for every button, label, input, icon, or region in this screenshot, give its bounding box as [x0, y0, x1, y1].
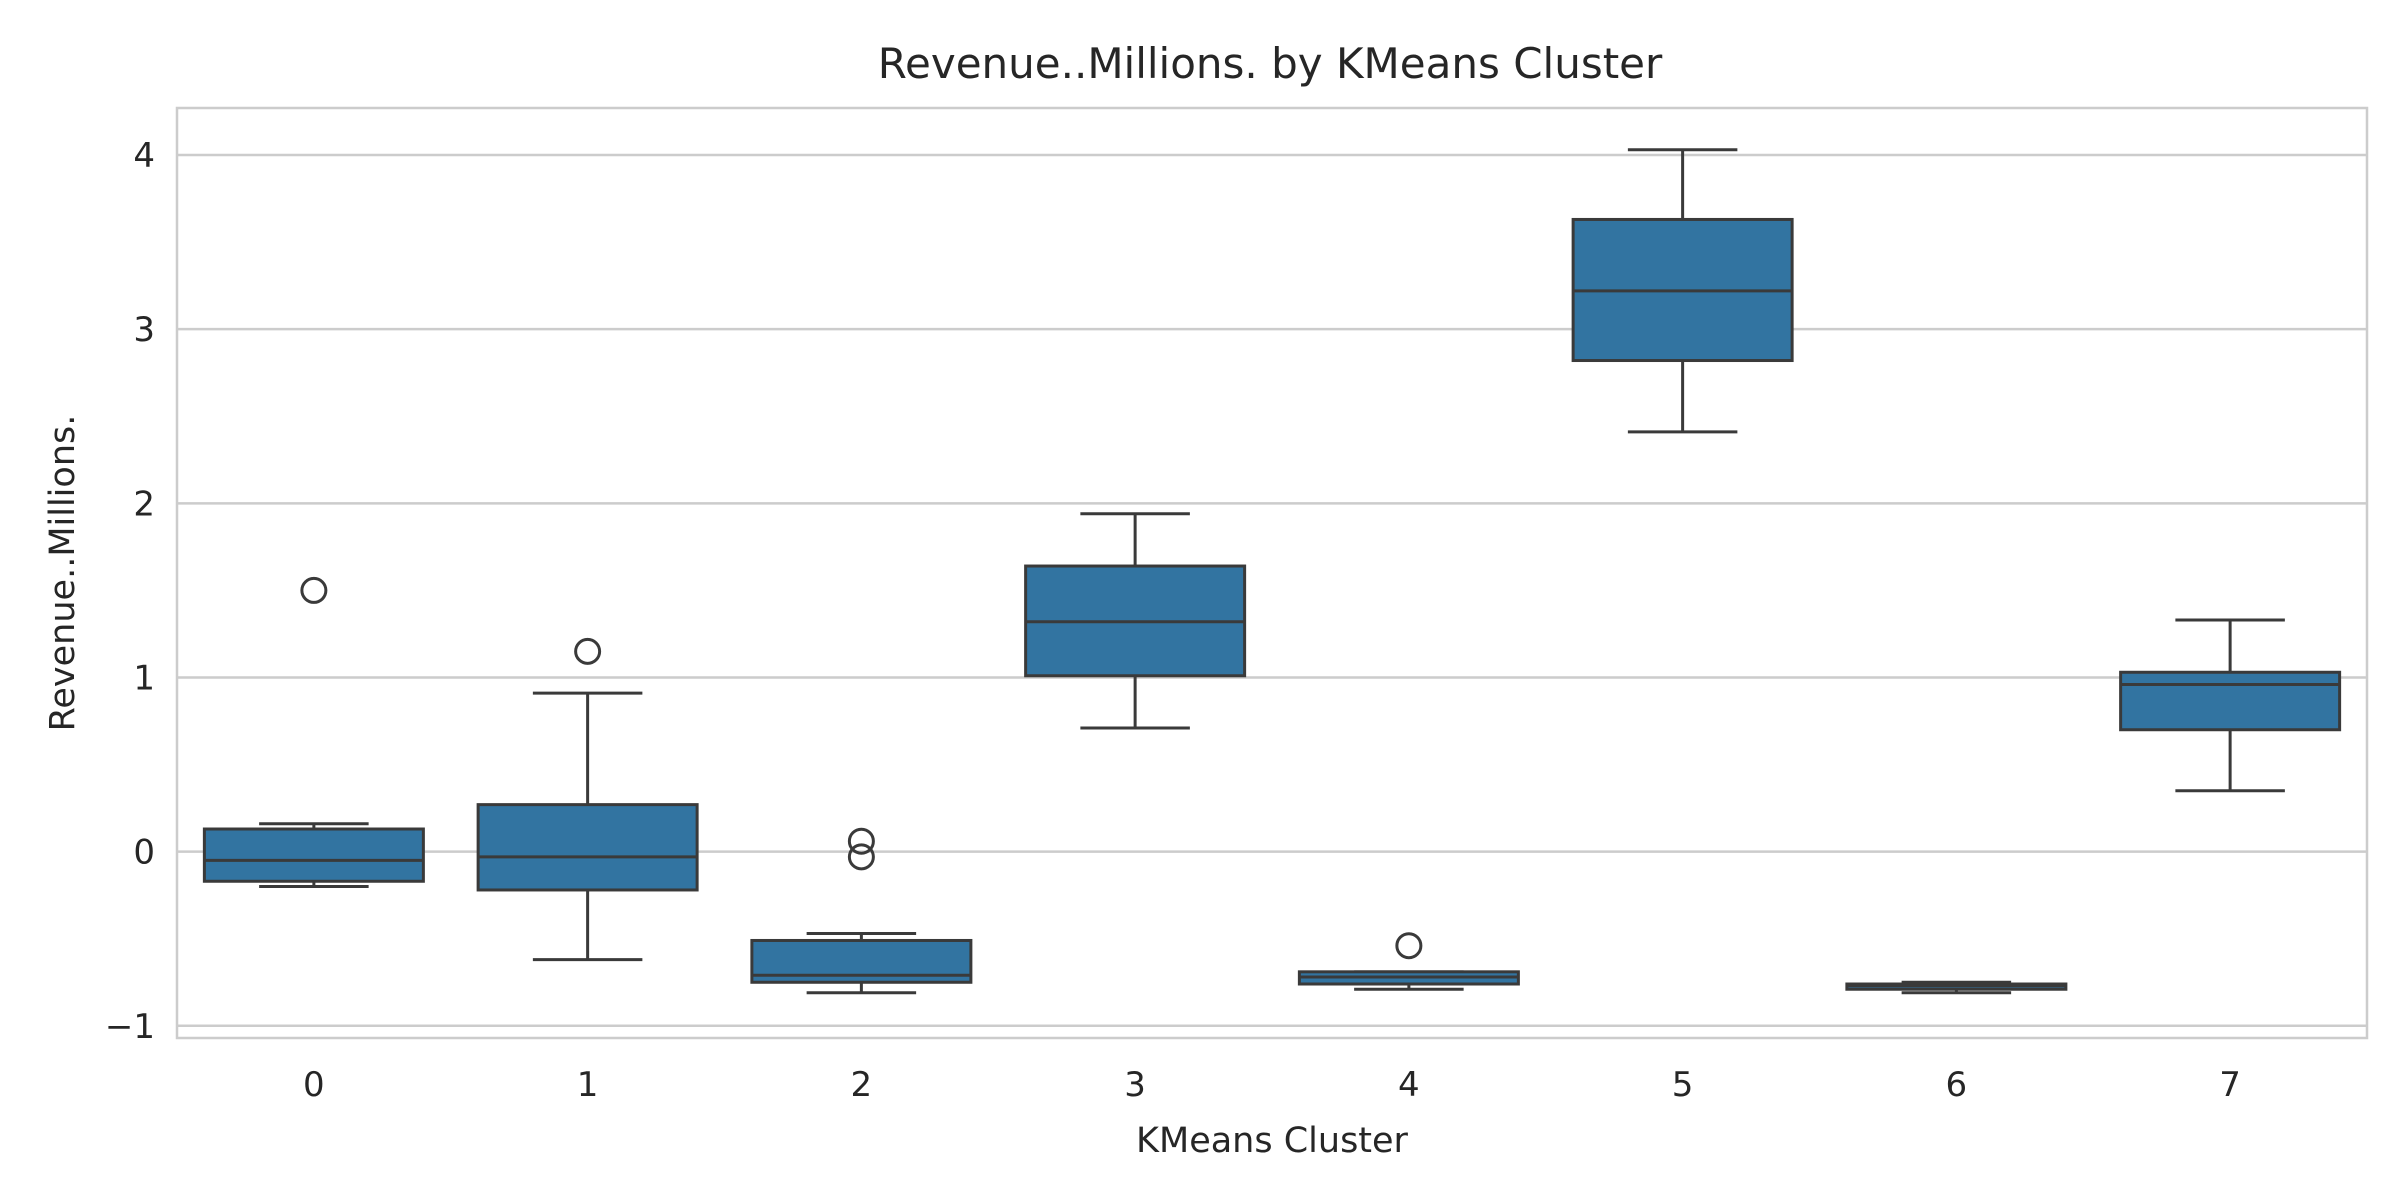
outlier-point [1395, 932, 1423, 960]
outlier-point [847, 827, 875, 855]
y-tick-label: −1 [105, 1007, 155, 1047]
x-tick-labels: 0 1 2 3 4 5 6 7 [303, 1065, 2241, 1105]
outlier-point [574, 637, 602, 665]
y-tick-label: 0 [133, 833, 155, 873]
x-tick-label: 6 [1946, 1065, 1968, 1105]
x-tick-label: 4 [1398, 1065, 1420, 1105]
box-iqr [202, 827, 425, 883]
box-group [2119, 618, 2342, 793]
box-group [1845, 980, 2068, 995]
y-tick-label: 1 [133, 658, 155, 698]
outlier-point [300, 576, 328, 604]
x-tick-label: 2 [851, 1065, 873, 1105]
x-axis-title: KMeans Cluster [1136, 1121, 1409, 1161]
y-tick-label: 2 [133, 484, 155, 524]
box-iqr [2119, 670, 2342, 732]
x-tick-label: 3 [1124, 1065, 1146, 1105]
x-tick-label: 0 [303, 1065, 325, 1105]
x-tick-label: 5 [1672, 1065, 1694, 1105]
box-group [1571, 148, 1794, 434]
box-group [1024, 512, 1247, 730]
y-tick-labels: −1 0 1 2 3 4 [105, 136, 155, 1047]
x-tick-label: 7 [2219, 1065, 2241, 1105]
box-group [750, 827, 973, 995]
y-tick-label: 4 [133, 136, 155, 176]
box-iqr [476, 803, 699, 892]
y-tick-label: 3 [133, 310, 155, 350]
plot-frame [175, 106, 2369, 1040]
outlier-point [847, 843, 875, 871]
y-axis-title: Revenue..Millions. [43, 415, 83, 732]
x-tick-label: 1 [577, 1065, 599, 1105]
box-group [1297, 932, 1520, 991]
box-group [476, 637, 699, 962]
box-group [202, 576, 425, 888]
chart-title: Revenue..Millions. by KMeans Cluster [878, 39, 1663, 88]
boxes [202, 148, 2342, 995]
